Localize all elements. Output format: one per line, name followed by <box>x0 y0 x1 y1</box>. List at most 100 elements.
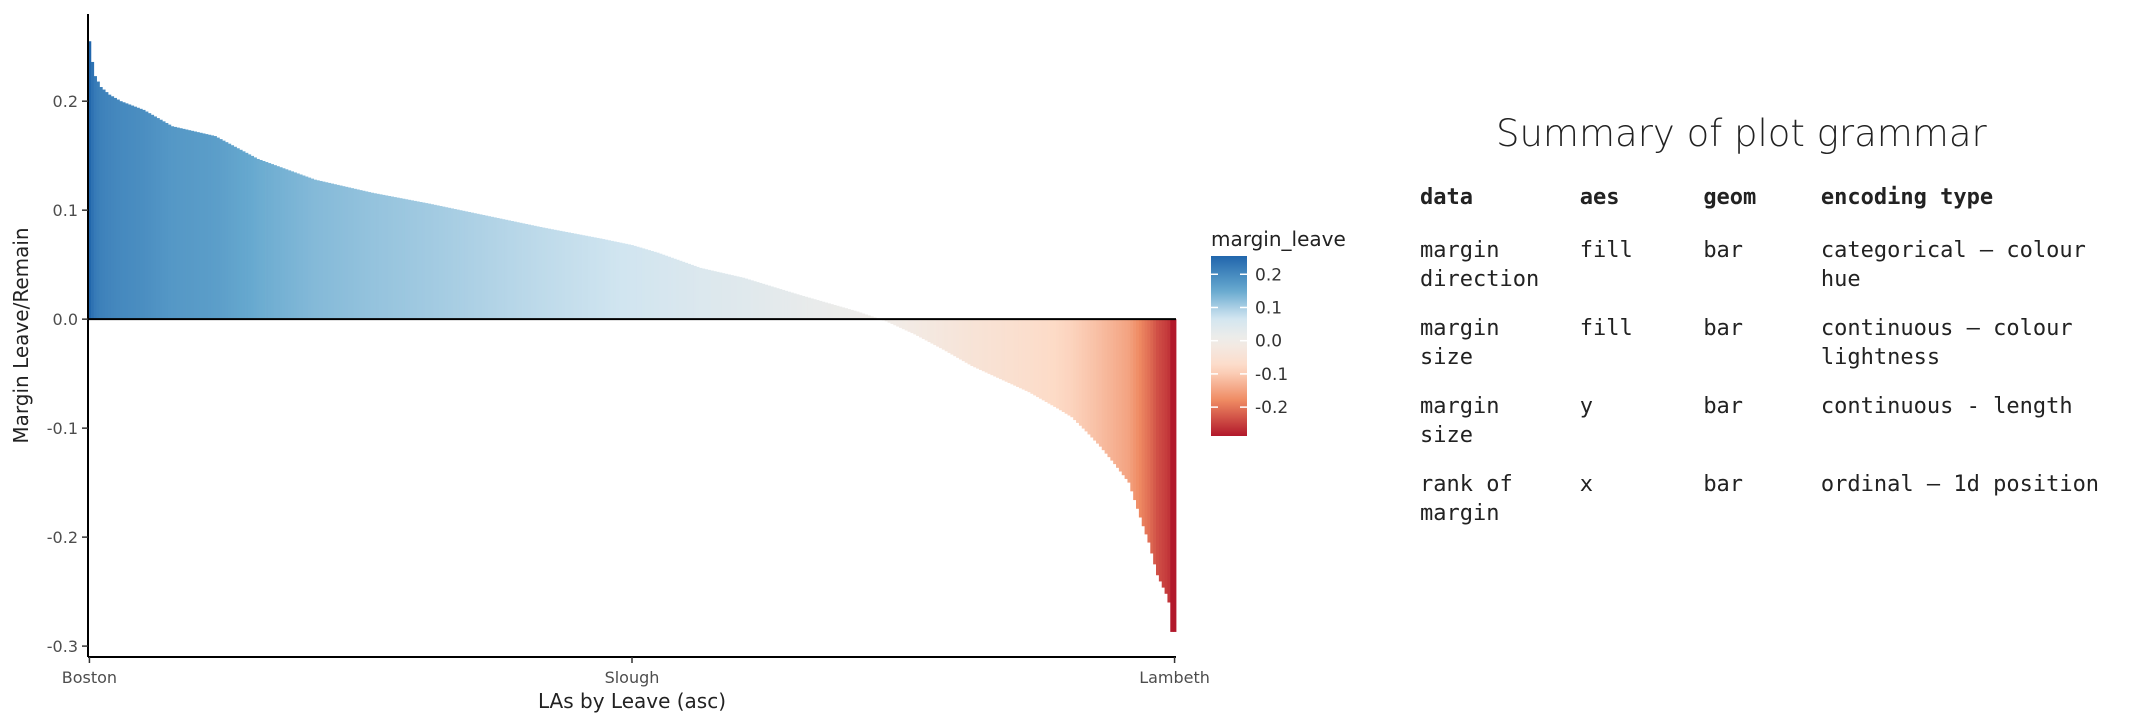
bar-la-101 <box>373 193 377 320</box>
bar-la-380 <box>1170 319 1174 632</box>
bar-la-157 <box>533 225 537 320</box>
bar-la-375 <box>1156 319 1160 576</box>
bar-la-324 <box>1010 319 1014 385</box>
y-tick-label: -0.3 <box>47 637 78 656</box>
bar-la-198 <box>650 250 654 320</box>
legend-label: 0.0 <box>1255 332 1282 352</box>
bar-la-121 <box>430 204 434 320</box>
y-tick-label: 0.0 <box>53 310 78 329</box>
bar-la-154 <box>524 224 529 320</box>
bar-la-330 <box>1027 319 1031 393</box>
bar-la-368 <box>1136 319 1140 509</box>
table-row: rank of margin x bar ordinal – 1d position <box>1420 470 2120 548</box>
bar-la-107 <box>390 196 394 320</box>
bar-la-113 <box>407 199 412 320</box>
header-geom: geom <box>1703 185 1757 210</box>
cell-data-text: size <box>1420 423 1473 448</box>
bar-la-122 <box>433 204 437 320</box>
x-tick-label: Slough <box>605 668 660 687</box>
bar-la-3 <box>93 76 97 320</box>
bar-la-50 <box>227 143 232 320</box>
bar-la-91 <box>345 186 349 320</box>
legend-label: -0.2 <box>1255 398 1288 418</box>
bar-la-37 <box>190 130 195 320</box>
bar-la-335 <box>1041 319 1046 401</box>
bar-la-260 <box>827 303 831 320</box>
bar-la-65 <box>270 164 275 320</box>
cell-aes-text: fill <box>1579 316 1633 341</box>
bar-la-13 <box>122 102 126 320</box>
bar-la-206 <box>673 258 677 320</box>
bar-la-171 <box>573 233 577 320</box>
bar-la-75 <box>299 174 303 320</box>
bar-la-240 <box>770 286 774 320</box>
bar-la-232 <box>747 279 751 320</box>
bar-la-97 <box>362 190 366 320</box>
bar-la-116 <box>416 201 420 320</box>
bar-la-284 <box>896 319 900 327</box>
bar-la-342 <box>1061 319 1066 412</box>
bar-la-344 <box>1067 319 1071 416</box>
cell-encoding-text: continuous – colour <box>1820 316 2073 341</box>
bar-la-98 <box>365 191 369 320</box>
bar-la-99 <box>367 192 372 320</box>
bar-la-159 <box>539 227 543 320</box>
bar-la-137 <box>476 213 480 320</box>
x-axis-ticks: Boston Slough Lambeth <box>62 657 1210 687</box>
cell-data-text: margin <box>1420 238 1500 263</box>
cell-data-text: margin <box>1420 394 1500 419</box>
bar-la-164 <box>553 229 557 320</box>
bar-la-131 <box>459 210 463 320</box>
bar-la-117 <box>419 202 423 320</box>
bar-la-93 <box>350 188 354 320</box>
bar-la-313 <box>978 319 983 370</box>
bar-la-235 <box>756 282 760 320</box>
bar-la-231 <box>744 278 749 320</box>
bar-la-201 <box>659 253 663 320</box>
bar-la-270 <box>856 311 860 320</box>
bar-la-53 <box>236 148 240 320</box>
cell-geom-text: bar <box>1703 238 1744 263</box>
bar-la-111 <box>402 198 406 320</box>
bar-la-254 <box>810 298 814 320</box>
bar-la-178 <box>593 237 597 320</box>
bar-la-104 <box>382 194 386 320</box>
bar-la-202 <box>661 254 666 320</box>
bar-la-363 <box>1121 319 1125 476</box>
bar-la-4 <box>96 81 100 320</box>
bar-la-63 <box>265 162 269 320</box>
bar-la-267 <box>847 309 851 320</box>
y-axis-ticks: 0.2 0.1 0.0 -0.1 -0.2 -0.3 <box>47 92 88 656</box>
bar-la-83 <box>322 181 326 320</box>
bar-la-80 <box>313 179 317 320</box>
bar-la-263 <box>836 305 840 320</box>
bar-la-318 <box>993 319 997 377</box>
bar-la-41 <box>202 133 206 320</box>
bar-la-251 <box>801 295 806 320</box>
bar-la-336 <box>1044 319 1048 402</box>
bar-la-95 <box>356 189 360 320</box>
bar-la-76 <box>302 175 306 320</box>
table-row: margin size fill bar continuous – colour ligh… <box>1420 314 2120 392</box>
bar-la-162 <box>547 228 552 320</box>
colour-legend: margin_leave 0.2 0.1 0.0 -0.1 -0.2 <box>1211 227 1346 436</box>
bar-la-298 <box>936 319 940 347</box>
bar-la-194 <box>639 247 643 320</box>
cell-data-text: direction <box>1420 267 1540 292</box>
bar-la-51 <box>230 145 235 320</box>
cell-encoding-text: hue <box>1820 267 1861 292</box>
y-axis-title: Margin Leave/Remain <box>9 227 33 443</box>
bar-la-39 <box>196 132 200 320</box>
bar-la-225 <box>727 274 731 320</box>
bar-la-315 <box>984 319 988 373</box>
cell-encoding: categorical – colour hue <box>1821 236 2120 314</box>
bar-la-257 <box>819 300 823 320</box>
cell-geom: bar <box>1703 470 1821 548</box>
bar-la-343 <box>1064 319 1068 414</box>
bar-la-49 <box>225 142 229 320</box>
cell-data-text: size <box>1420 345 1473 370</box>
bar-la-110 <box>399 198 403 320</box>
bar-la-215 <box>699 267 703 320</box>
bar-la-325 <box>1013 319 1017 386</box>
bar-la-212 <box>690 264 694 320</box>
